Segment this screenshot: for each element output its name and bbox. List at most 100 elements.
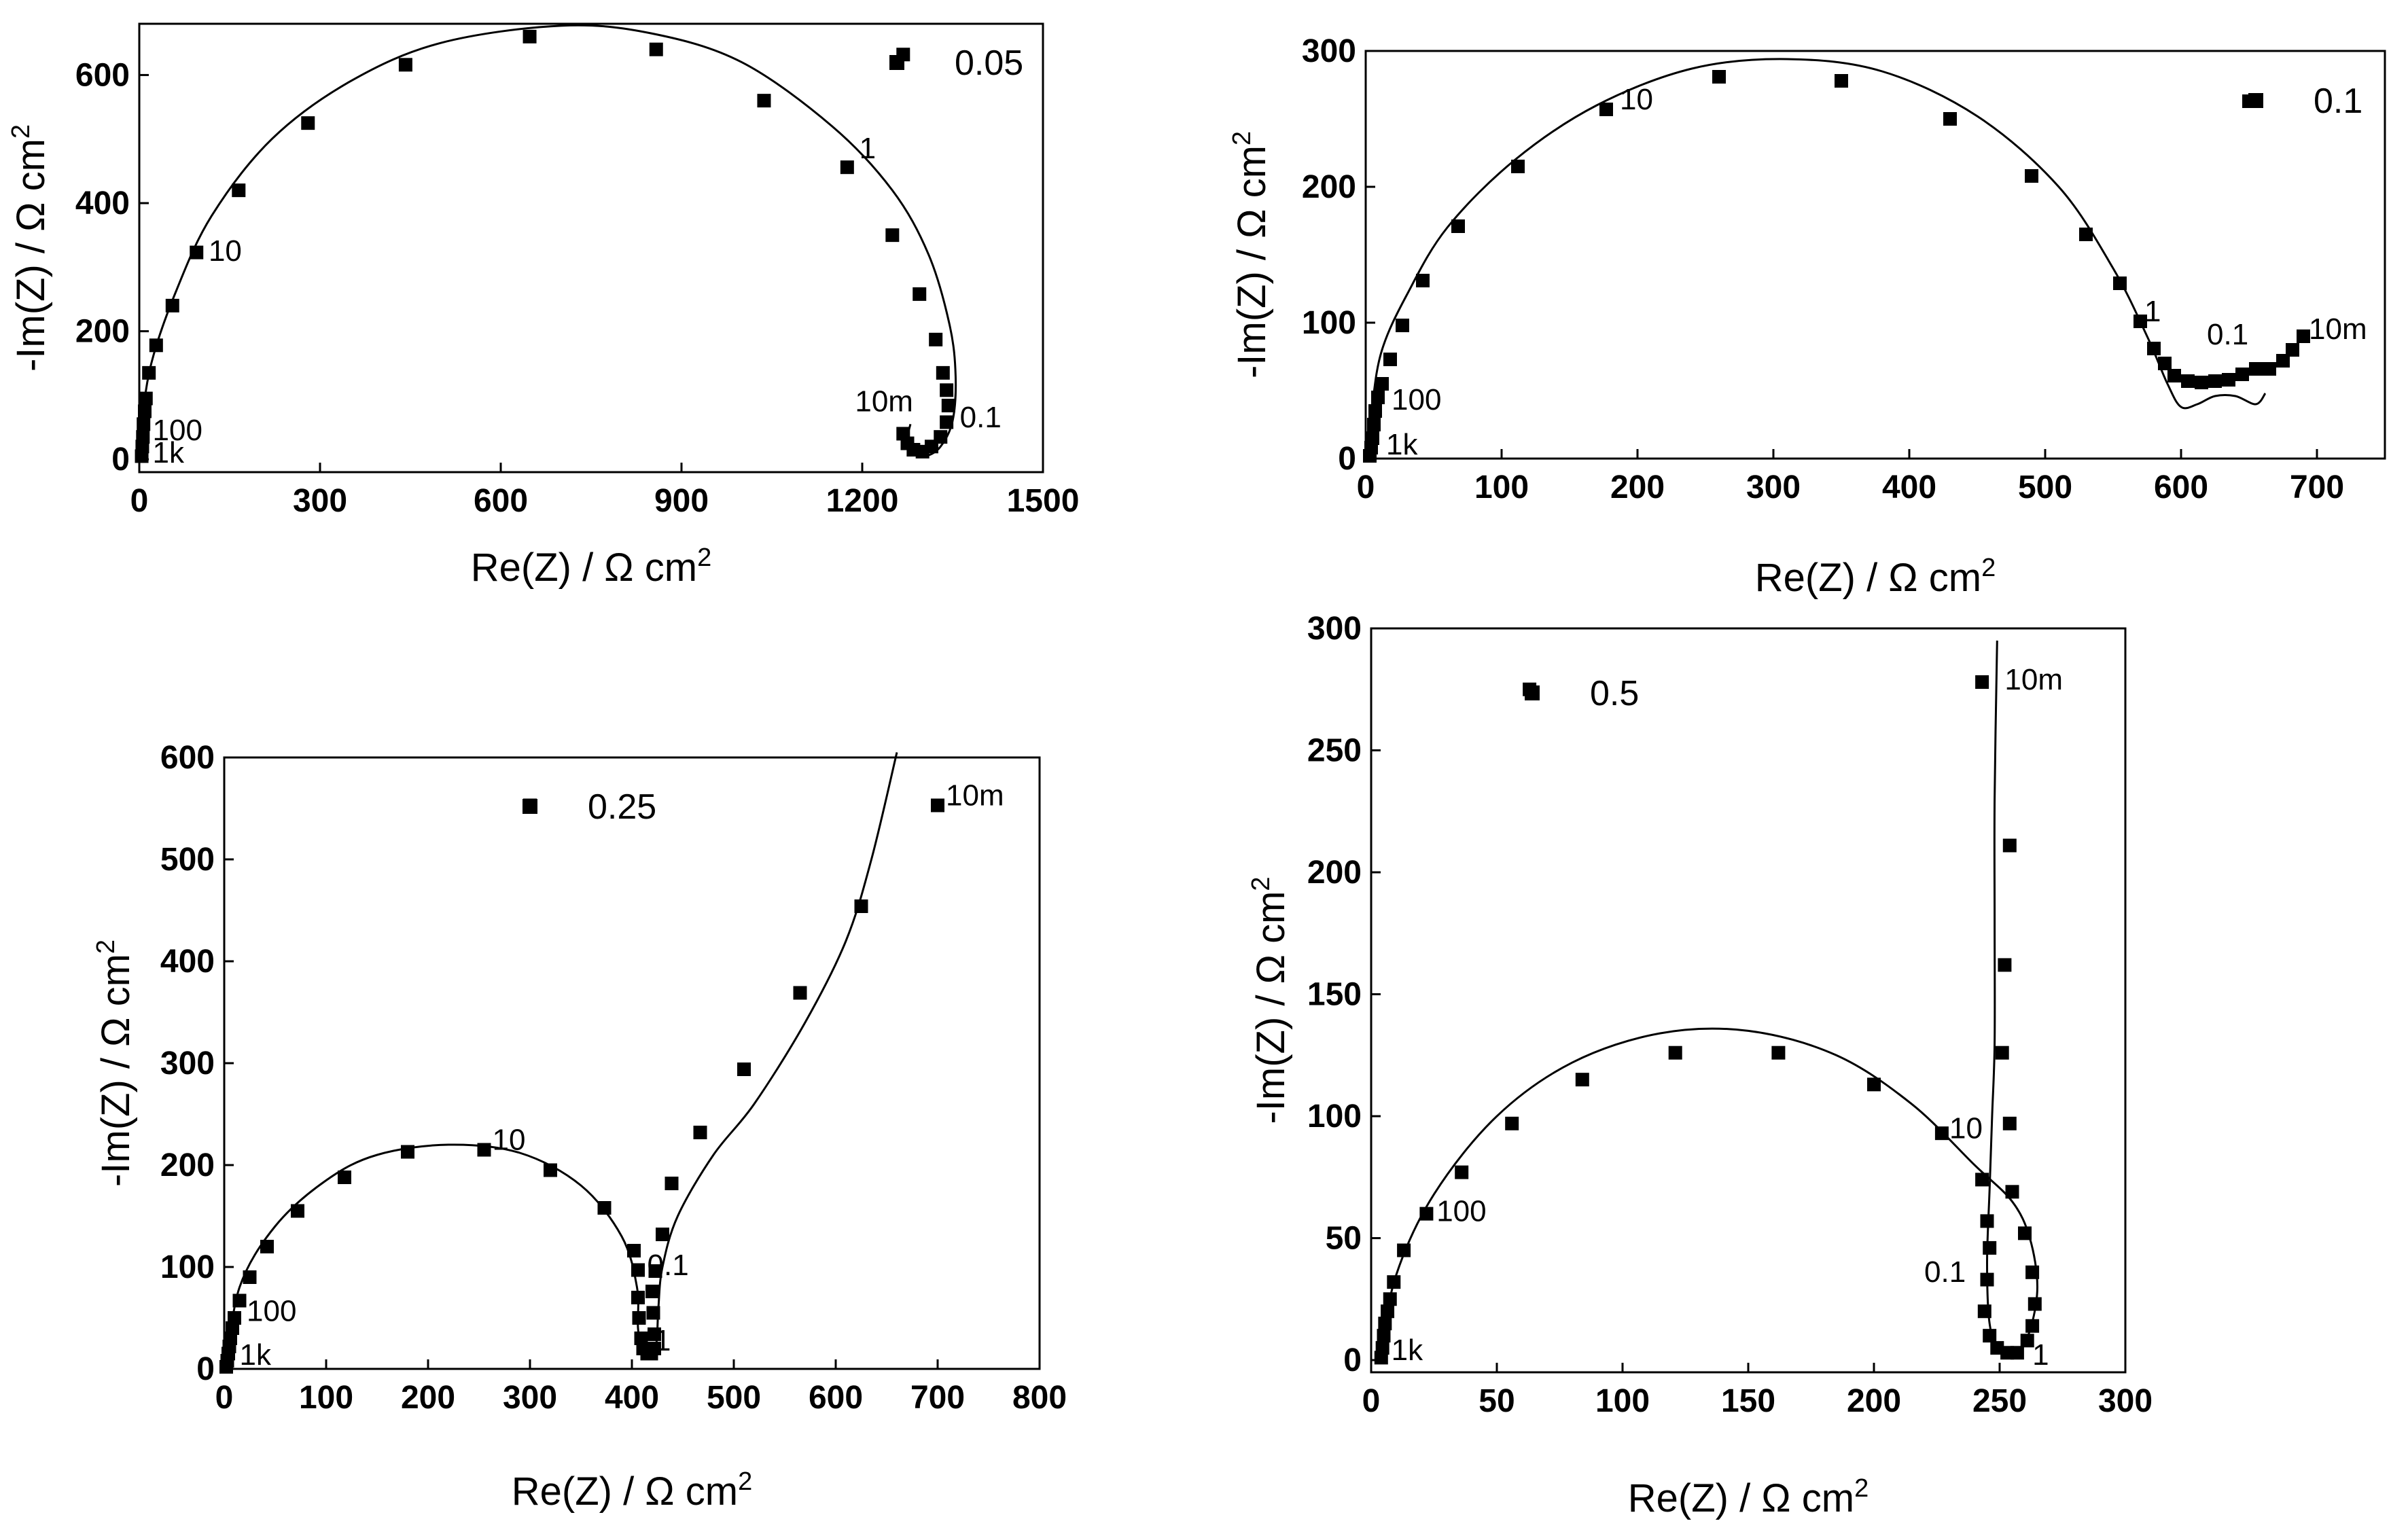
data-point <box>2025 1319 2040 1333</box>
data-point <box>2167 369 2181 382</box>
data-point <box>137 417 151 431</box>
data-point <box>523 29 537 43</box>
data-point <box>1383 1292 1397 1306</box>
x-tick-label: 600 <box>2154 469 2208 505</box>
y-axis-label: -Im(Z) / Ω cm2 <box>1247 876 1293 1124</box>
data-point <box>291 1204 304 1218</box>
data-point <box>1505 1116 1519 1130</box>
data-point <box>648 1264 662 1278</box>
x-axis-label: Re(Z) / Ω cm2 <box>512 1467 752 1514</box>
x-tick-label: 150 <box>1721 1383 1775 1419</box>
data-point <box>737 1062 751 1076</box>
x-tick-label: 100 <box>1595 1383 1650 1419</box>
data-point <box>1396 319 1409 332</box>
data-point <box>2195 376 2208 389</box>
frequency-label: 10m <box>946 779 1004 812</box>
x-tick-label: 1200 <box>826 483 899 519</box>
data-point <box>2276 354 2290 368</box>
y-axis-label: -Im(Z) / Ω cm2 <box>1228 131 1274 378</box>
frequency-label: 10 <box>1949 1111 1983 1145</box>
y-axis-label: -Im(Z) / Ω cm2 <box>7 124 53 372</box>
data-point <box>232 183 246 198</box>
data-point <box>2297 329 2310 343</box>
data-point <box>2249 362 2263 376</box>
data-point <box>1983 1240 1997 1255</box>
legend-marker <box>2248 93 2263 108</box>
x-tick-label: 0 <box>130 483 149 519</box>
data-point <box>2005 1185 2019 1199</box>
data-point <box>940 383 954 397</box>
x-tick-label: 300 <box>503 1380 557 1416</box>
data-point <box>243 1270 257 1284</box>
x-axis-label: Re(Z) / Ω cm2 <box>1755 554 1996 600</box>
x-tick-label: 600 <box>474 483 528 519</box>
data-point <box>1983 1329 1997 1343</box>
data-point <box>646 1306 660 1320</box>
data-point <box>228 1311 241 1325</box>
y-tick-label: 0 <box>196 1351 215 1387</box>
fit-curve <box>225 752 898 1370</box>
x-tick-label: 300 <box>293 483 347 519</box>
x-tick-label: 600 <box>809 1380 863 1416</box>
y-tick-label: 600 <box>160 740 215 776</box>
data-point <box>1378 1317 1392 1331</box>
axes-frame <box>1364 50 2386 460</box>
data-point <box>1867 1077 1881 1092</box>
data-point <box>1668 1046 1682 1060</box>
x-tick-label: 700 <box>910 1380 965 1416</box>
y-tick-label: 0 <box>1343 1342 1362 1378</box>
y-tick-label: 0 <box>111 442 130 478</box>
frequency-label: 1k <box>153 436 185 469</box>
data-point <box>2222 373 2235 387</box>
data-point <box>2208 374 2222 388</box>
fit-curve <box>1377 640 2039 1361</box>
y-tick-label: 200 <box>75 314 130 350</box>
data-point <box>913 287 927 301</box>
data-point <box>1995 1046 2009 1060</box>
data-point <box>2025 1265 2040 1279</box>
data-point <box>936 365 950 380</box>
frequency-label: 1 <box>2032 1338 2049 1372</box>
data-point <box>2286 343 2299 357</box>
y-tick-label: 100 <box>160 1249 215 1285</box>
data-point <box>896 427 910 441</box>
data-point <box>1377 1329 1391 1343</box>
data-point <box>338 1171 351 1184</box>
data-point <box>165 298 179 312</box>
data-point <box>1599 103 1613 116</box>
y-tick-label: 600 <box>75 57 130 93</box>
data-point <box>1455 1165 1469 1179</box>
frequency-label: 0.1 <box>2207 318 2248 351</box>
y-tick-label: 50 <box>1326 1221 1362 1257</box>
data-point <box>757 94 771 108</box>
data-point <box>2010 1346 2024 1360</box>
data-point <box>2181 374 2195 388</box>
frequency-label: 1k <box>1392 1334 1423 1367</box>
data-point <box>1980 1214 1994 1228</box>
data-point <box>1366 431 1379 445</box>
data-point <box>2235 368 2249 381</box>
data-point <box>2079 228 2093 241</box>
data-point <box>1375 377 1389 391</box>
x-tick-label: 100 <box>1474 469 1529 505</box>
data-point <box>665 1177 679 1190</box>
y-tick-label: 400 <box>160 944 215 980</box>
data-point <box>2263 362 2276 376</box>
frequency-label: 0.1 <box>648 1249 689 1282</box>
y-tick-label: 200 <box>160 1147 215 1183</box>
legend-label: 0.05 <box>955 43 1023 83</box>
axes-frame <box>138 22 1044 474</box>
x-tick-label: 0 <box>1357 469 1375 505</box>
data-point <box>1835 74 1848 88</box>
plot-frame <box>1370 627 2127 1374</box>
data-point <box>398 58 412 72</box>
data-point <box>631 1291 645 1304</box>
y-tick-label: 200 <box>1302 169 1356 205</box>
frequency-label: 10 <box>209 234 242 268</box>
fit-curve <box>1367 58 2267 459</box>
y-tick-label: 500 <box>160 842 215 878</box>
axes-frame <box>1370 627 2127 1374</box>
data-point <box>190 245 204 260</box>
x-tick-label: 0 <box>215 1380 234 1416</box>
